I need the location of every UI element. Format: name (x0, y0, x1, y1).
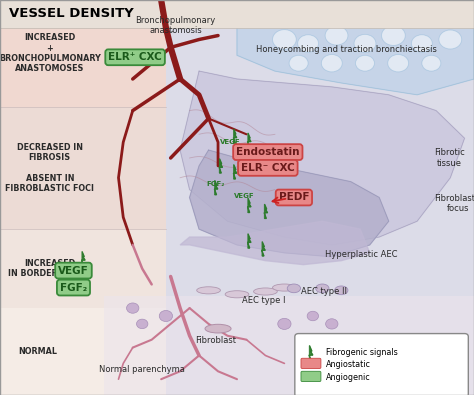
Text: INCREASED
+
BRONCHOPULMONARY
ANASTOMOSES: INCREASED + BRONCHOPULMONARY ANASTOMOSES (0, 33, 100, 73)
Text: VESSEL DENSITY: VESSEL DENSITY (9, 8, 134, 20)
Polygon shape (247, 133, 251, 147)
Circle shape (273, 30, 296, 49)
Circle shape (321, 55, 342, 72)
Text: ELR⁺ CXC: ELR⁺ CXC (108, 52, 162, 62)
Ellipse shape (287, 284, 301, 293)
Circle shape (422, 55, 441, 71)
Polygon shape (237, 12, 474, 95)
Text: VEGF: VEGF (219, 139, 240, 145)
Polygon shape (214, 181, 218, 195)
Polygon shape (180, 71, 465, 245)
FancyBboxPatch shape (301, 371, 321, 382)
Polygon shape (247, 198, 251, 213)
Circle shape (298, 35, 319, 52)
Text: Honeycombing and traction bronchiectasis: Honeycombing and traction bronchiectasis (255, 45, 437, 54)
Text: Fibroblastic
focus: Fibroblastic focus (434, 194, 474, 213)
Text: Normal parenchyma: Normal parenchyma (99, 365, 185, 374)
Text: Fibroblast: Fibroblast (195, 336, 236, 345)
Circle shape (159, 310, 173, 322)
FancyBboxPatch shape (104, 0, 474, 395)
FancyBboxPatch shape (0, 0, 166, 107)
Circle shape (307, 311, 319, 321)
FancyBboxPatch shape (0, 0, 474, 28)
FancyBboxPatch shape (301, 358, 321, 369)
FancyBboxPatch shape (0, 308, 166, 395)
Text: PEDF: PEDF (279, 192, 309, 203)
Text: AEC type II: AEC type II (301, 287, 347, 296)
Circle shape (411, 35, 432, 52)
Text: FGF₂: FGF₂ (207, 181, 225, 187)
Text: VEGF: VEGF (234, 192, 255, 199)
Text: Hyperplastic AEC: Hyperplastic AEC (325, 250, 397, 259)
Ellipse shape (205, 324, 231, 333)
Ellipse shape (254, 288, 277, 295)
Polygon shape (233, 165, 237, 179)
Polygon shape (190, 150, 389, 257)
Ellipse shape (225, 291, 249, 298)
Text: AEC type I: AEC type I (242, 297, 285, 305)
FancyBboxPatch shape (104, 296, 474, 395)
Circle shape (326, 319, 338, 329)
Polygon shape (82, 252, 85, 266)
Ellipse shape (197, 287, 220, 294)
Polygon shape (247, 234, 251, 248)
Text: ELR⁻ CXC: ELR⁻ CXC (241, 163, 295, 173)
Circle shape (382, 26, 405, 45)
Circle shape (439, 30, 462, 49)
Text: DECREASED IN
FIBROSIS

ABSENT IN
FIBROBLASTIC FOCI: DECREASED IN FIBROSIS ABSENT IN FIBROBLA… (5, 143, 94, 193)
Text: Angiostatic: Angiostatic (326, 360, 371, 369)
Ellipse shape (335, 286, 348, 295)
Polygon shape (309, 346, 313, 361)
Text: Angiogenic: Angiogenic (326, 373, 371, 382)
Text: Bronchopulmonary
anastomosis: Bronchopulmonary anastomosis (135, 16, 216, 36)
Circle shape (388, 55, 409, 72)
Text: FGF₂: FGF₂ (60, 282, 87, 293)
Polygon shape (219, 159, 223, 173)
FancyBboxPatch shape (295, 333, 468, 395)
Polygon shape (262, 242, 265, 256)
Text: INCREASED
IN BORDER ZONES: INCREASED IN BORDER ZONES (8, 259, 91, 278)
Text: Fibrogenic signals: Fibrogenic signals (326, 348, 398, 357)
Circle shape (137, 319, 148, 329)
FancyBboxPatch shape (0, 107, 166, 229)
Text: Endostatin: Endostatin (236, 147, 300, 157)
Text: Fibrotic
tissue: Fibrotic tissue (434, 148, 465, 168)
Ellipse shape (316, 284, 329, 293)
Polygon shape (180, 221, 370, 265)
Text: VEGF: VEGF (58, 265, 89, 276)
Circle shape (289, 55, 308, 71)
Text: NORMAL: NORMAL (18, 347, 57, 356)
Polygon shape (233, 129, 237, 143)
Circle shape (278, 318, 291, 329)
FancyBboxPatch shape (0, 229, 166, 308)
Polygon shape (264, 204, 267, 218)
Circle shape (325, 26, 348, 45)
Circle shape (354, 34, 376, 53)
Circle shape (127, 303, 139, 313)
Ellipse shape (273, 284, 296, 291)
Circle shape (356, 55, 374, 71)
